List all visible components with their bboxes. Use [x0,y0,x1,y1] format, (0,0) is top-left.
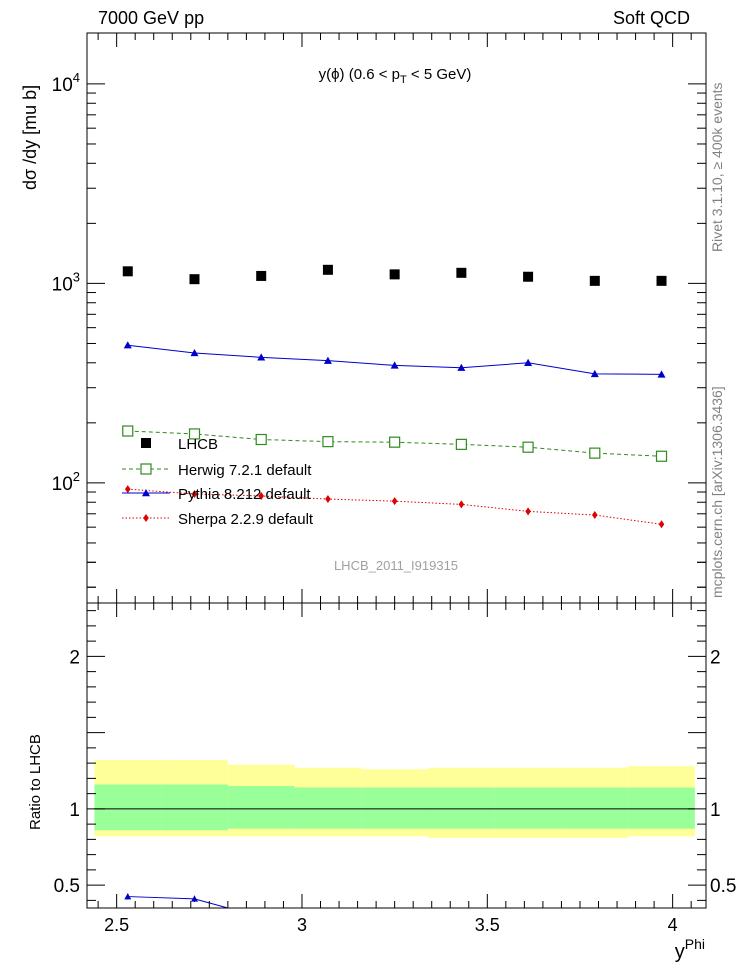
sherpa-point [525,507,531,516]
sherpa-point [658,520,665,529]
legend-pythia-marker [142,489,150,497]
pythia-point [657,370,666,378]
band-stat-bin [494,787,562,829]
x-tick-label: 3 [297,915,307,935]
ratio-y-tick-label: 1 [69,800,80,821]
herwig-point [522,441,534,453]
herwig-point [322,436,334,448]
header-right: Soft QCD [613,8,690,28]
main-y-tick-base: 10 [52,474,73,495]
main-y-axis-label: dσ /dy [mu b] [20,85,40,190]
pythia-line [127,344,662,375]
ratio-series [124,893,228,909]
sherpa-point [191,489,198,498]
legend-sherpa-label: Sherpa 2.2.9 default [178,511,314,528]
main-y-tick-label: 102 [52,469,80,495]
ratio-pythia-point [124,893,132,900]
x-tick-label: 2.5 [104,915,129,935]
lhcb-point [456,267,467,278]
herwig-point [455,438,467,450]
legend-herwig-marker [140,463,152,475]
pythia-point [257,353,266,361]
pythia-point [390,361,399,369]
x-axis-label-sup: Phi [685,936,705,952]
band-stat-bin [227,786,295,829]
sherpa-point [124,485,131,494]
legend-sherpa-marker [143,514,149,522]
band-stat-bin [361,787,429,829]
mcplots-side-label: mcplots.cern.ch [arXiv:1306.3436] [709,386,725,598]
main-title-sub: T [400,74,407,86]
band-stat-bin [94,784,162,831]
rivet-side-label: Rivet 3.1.10, ≥ 400k events [709,82,725,252]
main-title: y(ϕ) (0.6 < pT < 5 GeV) [319,66,472,86]
sherpa-point [325,495,331,504]
main-y-tick-exp: 3 [73,269,80,284]
lhcb-point [656,275,667,286]
ratio-bands [94,760,695,838]
header-left: 7000 GeV pp [98,8,204,28]
pythia-point [190,348,199,357]
lhcb-point [189,274,200,285]
herwig-point [122,425,134,437]
x-tick-label: 4 [668,915,678,935]
main-y-tick-exp: 2 [73,469,80,484]
pythia-point [590,369,599,378]
main-y-tick-base: 10 [52,75,73,96]
band-stat-bin [294,787,362,829]
herwig-point [389,436,401,448]
legend-herwig-label: Herwig 7.2.1 default [178,462,312,479]
pythia-point [524,358,533,366]
lhcb-point [589,275,600,286]
watermark: LHCB_2011_I919315 [334,558,458,573]
ratio-frame [86,602,707,909]
pythia-point [123,341,132,349]
x-axis-label-base: y [675,941,685,963]
band-stat-bin [628,787,695,829]
main-title-post: < 5 GeV) [407,66,472,83]
ratio-y-tick-label-right: 0.5 [710,876,736,897]
lhcb-point [523,271,534,282]
sherpa-point [258,491,265,500]
ratio-y-tick-label-right: 1 [710,800,721,821]
sherpa-point [391,497,398,506]
lhcb-point [256,270,267,281]
band-stat-bin [428,787,495,829]
band-stat-bin [161,784,228,831]
main-y-tick-label: 104 [52,70,80,96]
legend-lhcb-marker [141,438,151,448]
ratio-y-axis-label: Ratio to LHCB [27,734,44,830]
ratio-y-tick-label: 0.5 [54,876,80,897]
ratio-pythia-point [190,895,198,902]
lhcb-point [122,266,133,277]
main-title-pre: y(ϕ) (0.6 < p [319,66,400,83]
main-y-tick-label: 103 [52,269,80,295]
legend: LHCB Herwig 7.2.1 default Pythia 8.212 def… [122,436,314,528]
legend-pythia-label: Pythia 8.212 default [178,486,311,503]
ratio-y-tick-label: 2 [69,647,80,668]
ratio-pythia-line [127,896,228,909]
herwig-point [589,447,601,459]
x-axis-label: yPhi [675,936,705,963]
lhcb-point [389,269,400,280]
herwig-point [188,428,201,440]
main-y-tick-exp: 4 [73,70,80,85]
herwig-point [655,450,668,462]
main-y-tick-base: 10 [52,274,73,295]
main-series [122,264,668,529]
sherpa-point [458,500,465,509]
sherpa-point [592,511,598,520]
herwig-point [255,433,267,446]
band-stat-bin [561,787,629,829]
ratio-y-tick-label-right: 2 [710,647,721,668]
lhcb-point [322,264,333,275]
pythia-point [323,356,332,364]
legend-lhcb-label: LHCB [178,436,218,453]
x-tick-label: 3.5 [475,915,500,935]
pythia-point [457,363,466,371]
